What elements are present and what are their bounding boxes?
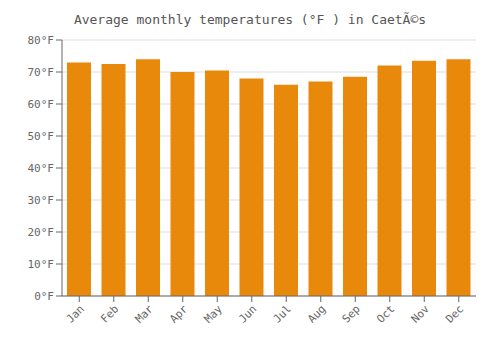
svg-text:80°F: 80°F	[28, 34, 55, 47]
svg-text:Nov: Nov	[409, 302, 433, 326]
svg-text:40°F: 40°F	[28, 162, 55, 175]
svg-text:0°F: 0°F	[34, 290, 54, 303]
svg-text:Jan: Jan	[64, 302, 87, 325]
svg-text:Apr: Apr	[167, 302, 191, 326]
svg-text:70°F: 70°F	[28, 66, 55, 79]
svg-text:30°F: 30°F	[28, 194, 55, 207]
svg-text:60°F: 60°F	[28, 98, 55, 111]
svg-text:Mar: Mar	[133, 302, 157, 326]
svg-text:Aug: Aug	[305, 302, 328, 325]
svg-text:Jul: Jul	[271, 302, 294, 325]
svg-text:May: May	[202, 302, 226, 326]
svg-text:Dec: Dec	[443, 302, 466, 325]
svg-text:10°F: 10°F	[28, 258, 55, 271]
svg-text:20°F: 20°F	[28, 226, 55, 239]
svg-text:Sep: Sep	[340, 302, 363, 325]
svg-text:Feb: Feb	[98, 302, 121, 325]
svg-text:Oct: Oct	[374, 302, 397, 325]
svg-text:50°F: 50°F	[28, 130, 55, 143]
svg-text:Jun: Jun	[236, 302, 259, 325]
html-text:Average monthly temperatures (: Average monthly temperatures (°F ) in Ca…	[73, 12, 427, 27]
